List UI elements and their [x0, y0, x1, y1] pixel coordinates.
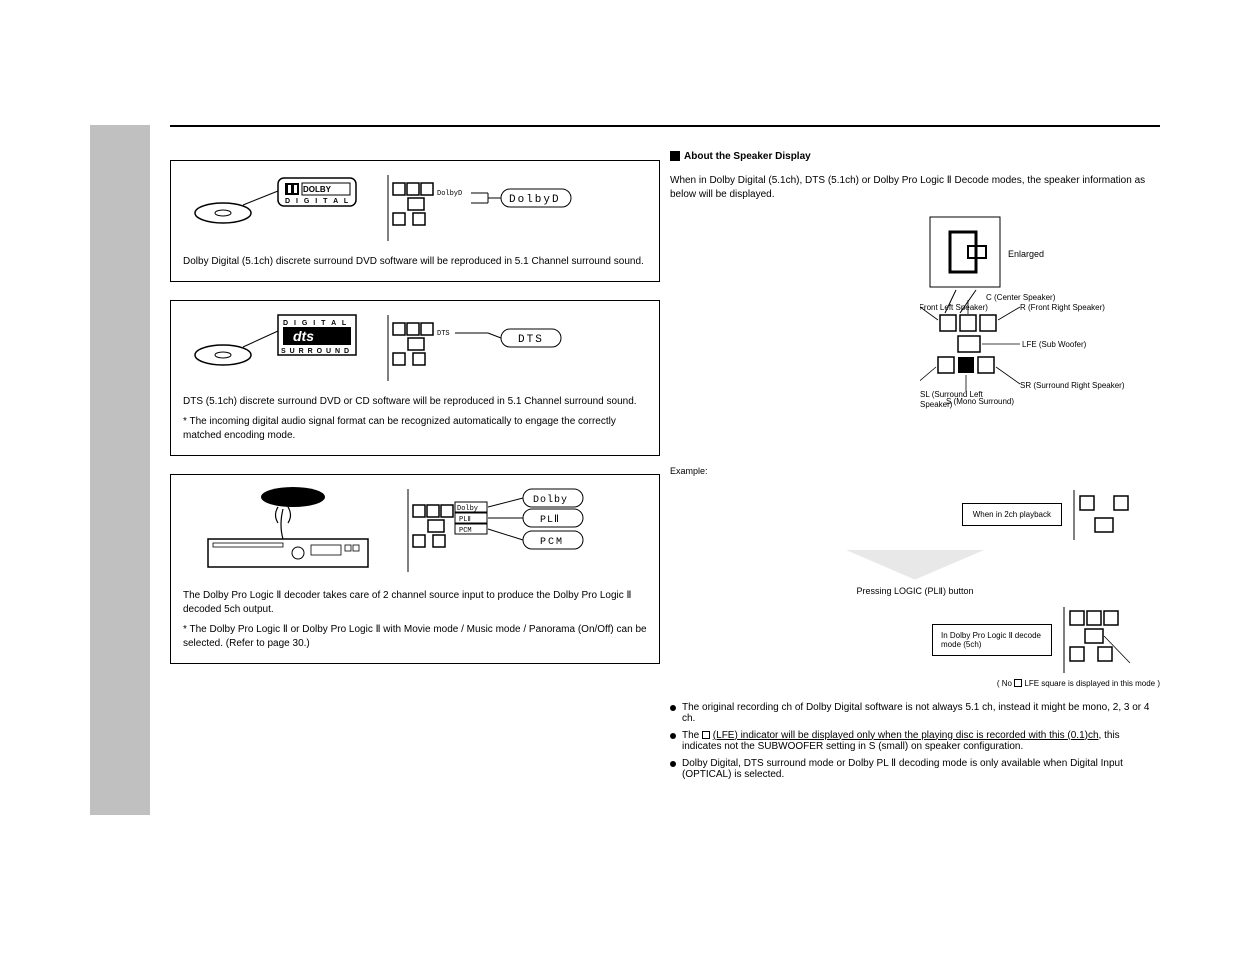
example2-caption: In Dolby Pro Logic Ⅱ decode mode (5ch)	[941, 631, 1043, 649]
example2-display	[1060, 605, 1160, 675]
heading-text: About the Speaker Display	[684, 151, 811, 162]
bullets-block: The original recording ch of Dolby Digit…	[670, 702, 1160, 780]
speaker-layout-svg: Enlarged R (Front Right Speaker) C (Cent…	[920, 212, 1180, 442]
panel1-desc: Dolby Digital (5.1ch) discrete surround …	[183, 255, 647, 269]
example2-block: In Dolby Pro Logic Ⅱ decode mode (5ch)	[670, 605, 1160, 675]
svg-text:Enlarged: Enlarged	[1008, 249, 1044, 259]
disc-dolby-icon: DOLBY D I G I T A L	[183, 173, 363, 233]
svg-text:SR (Surround Right Speaker): SR (Surround Right Speaker)	[1020, 381, 1125, 390]
dot-icon	[670, 733, 676, 739]
svg-text:L (Front Left Speaker): L (Front Left Speaker)	[920, 303, 988, 312]
svg-text:DTS: DTS	[518, 334, 544, 346]
svg-text:Dolby: Dolby	[533, 494, 568, 506]
svg-text:SL (Surround Left: SL (Surround Left	[920, 390, 984, 399]
panel-dts: D I G I T A L dts S U R R O U N D DTS DT…	[170, 300, 660, 456]
display-dts-icon: DTS DTS	[383, 313, 583, 383]
svg-text:LFE (Sub Woofer): LFE (Sub Woofer)	[1022, 340, 1087, 349]
intro-text: When in Dolby Digital (5.1ch), DTS (5.1c…	[670, 174, 1160, 202]
example-label: Example:	[670, 465, 1160, 478]
heading-speaker-display: About the Speaker Display	[670, 150, 1160, 164]
svg-text:D I G I T A L: D I G I T A L	[285, 198, 350, 205]
panel3-desc1: The Dolby Pro Logic Ⅱ decoder takes care…	[183, 589, 647, 617]
svg-text:R (Front Right Speaker): R (Front Right Speaker)	[1020, 303, 1105, 312]
top-rule	[170, 125, 1160, 127]
svg-text:C (Center Speaker): C (Center Speaker)	[986, 293, 1056, 302]
svg-text:PCM: PCM	[540, 537, 564, 548]
speaker-diagram: Enlarged R (Front Right Speaker) C (Cent…	[920, 212, 1160, 445]
device-broadcast-icon	[183, 487, 383, 577]
display-dolby-icon: DolbyD DolbyD	[383, 173, 583, 243]
disc-dts-icon: D I G I T A L dts S U R R O U N D	[183, 313, 363, 383]
svg-text:DTS: DTS	[437, 330, 450, 338]
square-bullet-icon	[670, 151, 680, 161]
press-logic-text: Pressing LOGIC (PLⅡ) button	[670, 586, 1160, 597]
svg-text:DolbyD: DolbyD	[437, 190, 462, 198]
dot-icon	[670, 761, 676, 767]
panel-dolby-digital: DOLBY D I G I T A L DolbyD DolbyD Dolb	[170, 160, 660, 282]
svg-text:DOLBY: DOLBY	[303, 185, 332, 194]
svg-text:Speaker): Speaker)	[920, 400, 953, 409]
side-tab	[90, 125, 150, 815]
svg-text:S U R R O U N D: S U R R O U N D	[281, 348, 350, 355]
bullet-1: The original recording ch of Dolby Digit…	[670, 702, 1160, 724]
bullet-3-text: Dolby Digital, DTS surround mode or Dolb…	[682, 758, 1160, 780]
svg-text:PLⅡ: PLⅡ	[459, 516, 471, 524]
panel-plii: Dolby PLⅡ PCM Dolby PLⅡ PCM The Dolby Pr…	[170, 474, 660, 664]
svg-text:DolbyD: DolbyD	[509, 194, 561, 206]
bullet-2: The (LFE) indicator will be displayed on…	[670, 730, 1160, 752]
panel2-desc: DTS (5.1ch) discrete surround DVD or CD …	[183, 395, 647, 409]
arrow-down-icon	[845, 550, 985, 580]
bullet-3: Dolby Digital, DTS surround mode or Dolb…	[670, 758, 1160, 780]
svg-text:PLⅡ: PLⅡ	[540, 515, 560, 526]
example1-caption: When in 2ch playback	[962, 503, 1062, 526]
panel3-desc2: * The Dolby Pro Logic Ⅱ or Dolby Pro Log…	[183, 623, 647, 651]
display-plii-icon: Dolby PLⅡ PCM Dolby PLⅡ PCM	[403, 487, 613, 577]
left-column: DOLBY D I G I T A L DolbyD DolbyD Dolb	[170, 160, 660, 682]
arrow-and-label: Pressing LOGIC (PLⅡ) button	[670, 550, 1160, 597]
dot-icon	[670, 705, 676, 711]
svg-text:dts: dts	[293, 328, 314, 344]
svg-text:D I G I T A L: D I G I T A L	[283, 320, 348, 327]
panel2-note: * The incoming digital audio signal form…	[183, 415, 647, 443]
example1-display	[1070, 488, 1160, 542]
right-column: About the Speaker Display When in Dolby …	[670, 150, 1160, 786]
bullet-1-text: The original recording ch of Dolby Digit…	[682, 702, 1160, 724]
svg-text:PCM: PCM	[459, 527, 472, 535]
bullet-2-text: The (LFE) indicator will be displayed on…	[682, 730, 1160, 752]
example2-note: ( No LFE square is displayed in this mod…	[670, 679, 1160, 688]
example1-block: When in 2ch playback	[670, 488, 1160, 542]
svg-text:Dolby: Dolby	[457, 505, 478, 513]
